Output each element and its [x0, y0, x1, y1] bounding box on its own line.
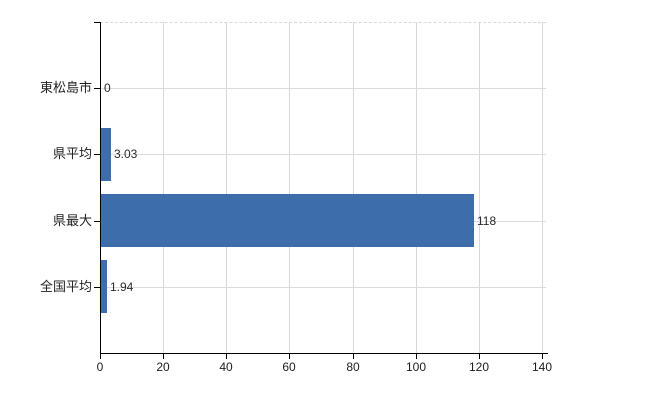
- gridline-vertical: [163, 22, 165, 353]
- x-axis-tick: [100, 354, 101, 359]
- x-axis-tick: [289, 354, 290, 359]
- gridline-vertical: [542, 22, 543, 353]
- gridline-vertical: [289, 22, 291, 353]
- category-label-2: 県最大: [52, 213, 92, 228]
- x-tick-label-5: 100: [405, 360, 427, 374]
- gridline-vertical: [415, 22, 417, 353]
- gridline-top-dashed: [100, 22, 546, 23]
- x-axis-line: [100, 353, 548, 354]
- bar-1: [101, 128, 111, 181]
- bar-2: [101, 194, 474, 247]
- x-axis-tick: [353, 354, 354, 359]
- gridline-vertical: [226, 22, 228, 353]
- x-tick-label-7: 140: [531, 360, 553, 374]
- x-tick-label-3: 60: [282, 360, 296, 374]
- bar-3: [101, 260, 107, 313]
- y-axis-tick: [94, 88, 100, 89]
- x-axis-tick: [226, 354, 227, 359]
- y-axis-line: [100, 22, 101, 353]
- y-axis-tick-top: [94, 22, 100, 23]
- y-axis-tick: [94, 154, 100, 155]
- value-label-1: 3.03: [114, 147, 138, 161]
- x-tick-label-4: 80: [346, 360, 360, 374]
- x-tick-label-1: 20: [156, 360, 170, 374]
- gridline-vertical: [478, 22, 480, 353]
- value-label-2: 118: [477, 214, 497, 228]
- category-label-3: 全国平均: [39, 279, 92, 294]
- x-tick-label-0: 0: [96, 360, 104, 374]
- category-label-1: 県平均: [52, 146, 92, 161]
- category-label-0: 東松島市: [39, 80, 92, 95]
- y-axis-tick: [94, 221, 100, 222]
- value-label-0: 0: [104, 81, 111, 95]
- value-label-3: 1.94: [110, 280, 134, 294]
- gridline-horizontal: [100, 287, 546, 288]
- y-axis-tick: [94, 287, 100, 288]
- x-axis-tick: [416, 354, 417, 359]
- x-axis-tick: [163, 354, 164, 359]
- x-axis-tick: [479, 354, 480, 359]
- gridline-horizontal: [100, 88, 546, 89]
- x-tick-label-2: 40: [219, 360, 233, 374]
- x-axis-tick: [542, 354, 543, 359]
- gridline-vertical: [352, 22, 354, 353]
- x-tick-label-6: 120: [468, 360, 490, 374]
- gridline-horizontal: [100, 154, 546, 155]
